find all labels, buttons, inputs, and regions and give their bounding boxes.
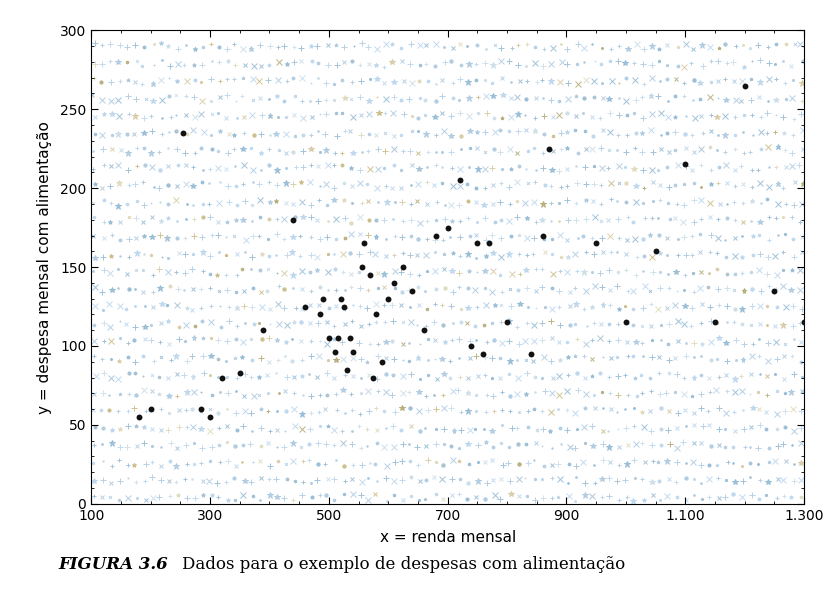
Point [416, 325, 430, 335]
Point [387, 278, 401, 288]
Point [429, 231, 442, 240]
Point [330, 333, 344, 343]
X-axis label: x = renda mensal: x = renda mensal [379, 530, 515, 544]
Point [767, 286, 780, 296]
Point [195, 404, 208, 414]
Text: FIGURA 3.6: FIGURA 3.6 [58, 556, 167, 573]
Point [366, 373, 379, 382]
Point [619, 317, 632, 327]
Text: Dados para o exemplo de despesas com alimentação: Dados para o exemplo de despesas com ali… [182, 556, 625, 573]
Point [286, 215, 300, 225]
Point [257, 325, 270, 335]
Point [797, 317, 810, 327]
Point [313, 310, 326, 319]
Point [369, 310, 383, 319]
Point [339, 365, 353, 375]
Point [470, 239, 484, 248]
Point [381, 294, 394, 304]
Point [678, 160, 691, 169]
Point [440, 223, 454, 232]
Point [132, 412, 145, 422]
Point [334, 294, 347, 304]
Point [322, 333, 335, 343]
Point [523, 349, 537, 359]
Point [215, 373, 229, 382]
Point [482, 239, 495, 248]
Point [354, 262, 368, 272]
Point [405, 286, 418, 296]
Point [176, 128, 190, 138]
Point [542, 144, 555, 154]
Point [375, 357, 388, 367]
Point [363, 270, 377, 280]
Point [500, 317, 513, 327]
Point [452, 175, 465, 185]
Point [233, 368, 246, 378]
Point [144, 404, 157, 414]
Point [589, 239, 602, 248]
Point [358, 239, 371, 248]
Point [328, 347, 341, 357]
Point [343, 333, 356, 343]
Point [737, 81, 750, 90]
Point [316, 294, 330, 304]
Point [648, 246, 662, 256]
Point [536, 231, 549, 240]
Point [465, 341, 478, 351]
Point [396, 262, 409, 272]
Point [707, 317, 720, 327]
Point [476, 349, 489, 359]
Point [345, 347, 359, 357]
Y-axis label: y = despesa mensal com alimentação: y = despesa mensal com alimentação [36, 121, 51, 413]
Point [203, 412, 216, 422]
Point [298, 302, 311, 311]
Point [337, 302, 350, 311]
